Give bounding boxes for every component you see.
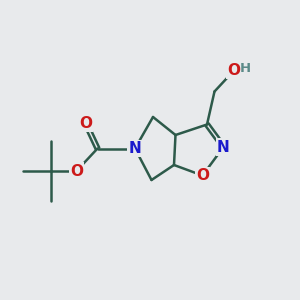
Text: H: H	[240, 62, 251, 76]
Text: O: O	[79, 116, 92, 130]
Text: N: N	[217, 140, 230, 154]
Text: O: O	[196, 168, 209, 183]
Text: O: O	[70, 164, 83, 178]
Text: O: O	[227, 63, 241, 78]
Text: N: N	[129, 141, 141, 156]
